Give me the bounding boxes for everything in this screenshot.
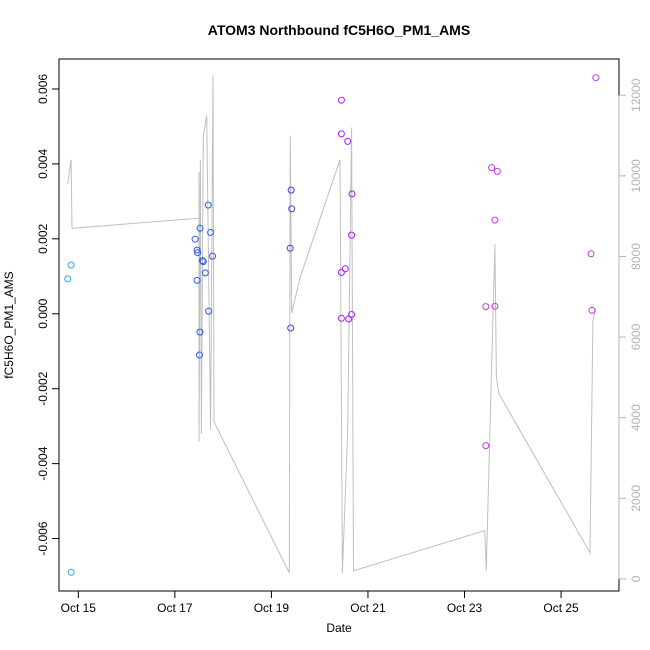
y-tick-label: 0.006 [36,74,50,104]
right-y-tick-label: 0 [629,575,643,582]
data-point [348,231,356,239]
right-y-tick-label: 2000 [629,485,643,512]
data-point [337,269,345,276]
data-point [337,96,345,104]
plot-area-frame [58,58,620,592]
y-tick-label: -0.004 [36,446,50,480]
data-point [588,306,596,314]
line-layer [67,75,597,574]
data-point [337,314,345,322]
data-point [193,276,201,284]
data-point [194,249,202,257]
x-tick-label: Oct 19 [254,601,290,615]
x-tick-label: Oct 17 [157,601,193,615]
data-point [286,244,294,252]
data-point [592,74,600,82]
right-y-tick-label: 6000 [629,323,643,350]
x-tick-label: Oct 15 [61,601,97,615]
data-point [204,201,212,209]
x-tick-label: Oct 21 [350,601,386,615]
data-point [196,351,203,359]
data-point [488,164,496,172]
data-point [64,275,72,283]
y-axis-label: fC5H6O_PM1_AMS [2,271,16,378]
data-point [209,252,216,260]
y-tick-label: 0.002 [36,223,50,253]
y-tick-label: 0.000 [36,298,50,328]
right-y-tick-label: 10000 [629,159,643,193]
data-point [491,216,499,224]
y-axis: -0.006 -0.004 -0.002 0.000 0.002 0.004 0.006 [36,74,60,556]
data-point [287,324,295,332]
data-point [196,224,204,232]
data-point [196,328,204,336]
right-y-axis: 0 2000 4000 6000 8000 10000 12000 [618,78,643,582]
data-point [482,303,490,311]
data-point [587,250,595,258]
y-tick-label: 0.004 [36,149,50,179]
data-point [67,261,75,269]
data-point [491,302,499,310]
right-axis-line-series [67,75,597,574]
data-point [344,137,352,145]
data-point [198,257,206,265]
data-point [199,258,207,266]
data-point [201,269,209,277]
data-point [493,167,501,175]
point-layer [64,74,600,576]
data-point [341,265,349,273]
x-tick-label: Oct 23 [447,601,483,615]
chart-title: ATOM3 Northbound fC5H6O_PM1_AMS [208,22,470,38]
data-point [207,229,215,236]
data-point [482,442,490,450]
data-point [337,130,345,138]
x-axis: Oct 15 Oct 17 Oct 19 Oct 21 Oct 23 Oct 25 [61,590,579,615]
data-point [191,235,199,243]
data-point [193,246,201,254]
y-tick-label: -0.006 [36,521,50,555]
data-point [287,186,295,194]
right-y-tick-label: 12000 [629,78,643,112]
data-point [348,311,356,318]
data-point [348,190,356,198]
x-tick-label: Oct 25 [543,601,579,615]
data-point [205,307,213,315]
data-point [67,568,75,576]
data-point [288,205,296,213]
right-y-tick-label: 8000 [629,243,643,270]
right-y-tick-label: 4000 [629,404,643,431]
x-axis-label: Date [326,621,352,635]
y-tick-label: -0.002 [36,371,50,405]
